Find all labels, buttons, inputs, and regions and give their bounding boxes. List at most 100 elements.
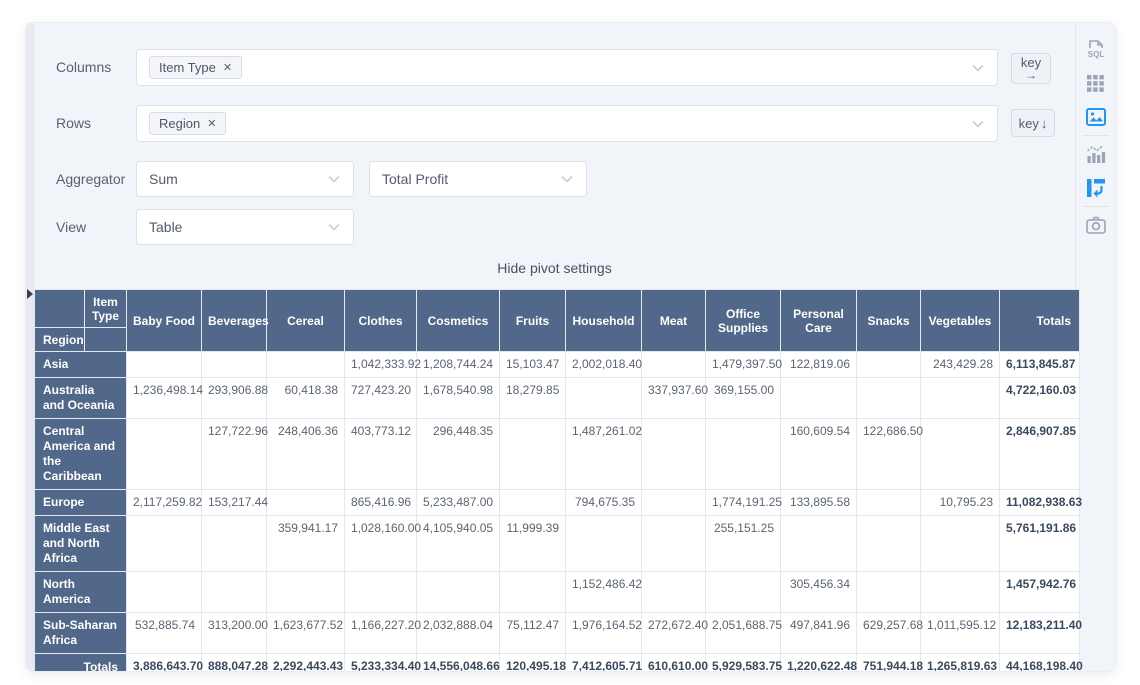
column-total-cell: 14,556,048.66 bbox=[417, 654, 500, 673]
corner-blank-cell bbox=[35, 290, 85, 328]
value-cell bbox=[500, 572, 566, 613]
value-cell bbox=[921, 378, 1000, 419]
value-cell: 1,042,333.92 bbox=[345, 352, 417, 378]
panel-splitter[interactable] bbox=[26, 23, 34, 671]
value-cell: 1,236,498.14 bbox=[127, 378, 202, 419]
remove-tag-icon[interactable]: ✕ bbox=[223, 61, 232, 74]
value-cell: 122,819.06 bbox=[781, 352, 857, 378]
value-cell: 5,233,487.00 bbox=[417, 490, 500, 516]
value-cell bbox=[127, 516, 202, 572]
row-total-cell: 4,722,160.03 bbox=[1000, 378, 1080, 419]
table-row: Australia and Oceania1,236,498.14293,906… bbox=[35, 378, 1080, 419]
value-cell: 255,151.25 bbox=[706, 516, 781, 572]
visualization-editor-card: Columns Item Type ✕ key → Rows Region ✕ bbox=[25, 22, 1116, 672]
svg-text:SQL: SQL bbox=[1087, 50, 1104, 59]
column-total-cell: 751,944.18 bbox=[857, 654, 921, 673]
grand-total-cell: 44,168,198.40 bbox=[1000, 654, 1080, 673]
value-cell bbox=[500, 490, 566, 516]
camera-icon[interactable] bbox=[1083, 212, 1109, 238]
column-total-cell: 1,220,622.48 bbox=[781, 654, 857, 673]
value-cell: 10,795.23 bbox=[921, 490, 1000, 516]
value-cell bbox=[857, 378, 921, 419]
combo-chart-icon[interactable] bbox=[1083, 141, 1109, 167]
pivot-table: Item TypeBaby FoodBeveragesCerealClothes… bbox=[34, 289, 1080, 672]
row-header-middle-east-and-north-africa: Middle East and North Africa bbox=[35, 516, 127, 572]
aggregator-select[interactable]: Sum bbox=[136, 161, 354, 197]
value-cell bbox=[857, 352, 921, 378]
column-order-button[interactable]: key → bbox=[1011, 53, 1051, 84]
corner-blank-cell bbox=[85, 328, 127, 352]
hide-pivot-settings-link[interactable]: Hide pivot settings bbox=[34, 260, 1075, 276]
value-cell: 60,418.38 bbox=[267, 378, 345, 419]
value-cell bbox=[345, 572, 417, 613]
column-total-cell: 5,929,583.75 bbox=[706, 654, 781, 673]
row-total-cell: 6,113,845.87 bbox=[1000, 352, 1080, 378]
value-cell: 293,906.88 bbox=[202, 378, 267, 419]
value-cell: 532,885.74 bbox=[127, 613, 202, 654]
pivot-settings-panel: Columns Item Type ✕ key → Rows Region ✕ bbox=[34, 23, 1075, 671]
column-total-cell: 610,610.00 bbox=[642, 654, 706, 673]
table-row: North America1,152,486.42305,456.341,457… bbox=[35, 572, 1080, 613]
column-header-personal-care: Personal Care bbox=[781, 290, 857, 352]
view-label: View bbox=[56, 219, 86, 235]
chevron-down-icon bbox=[972, 64, 984, 72]
column-header-vegetables: Vegetables bbox=[921, 290, 1000, 352]
row-total-cell: 11,082,938.63 bbox=[1000, 490, 1080, 516]
image-icon[interactable] bbox=[1083, 104, 1109, 130]
tag-label: Item Type bbox=[159, 60, 216, 75]
value-cell bbox=[781, 516, 857, 572]
rows-label: Rows bbox=[56, 115, 91, 131]
row-total-cell: 12,183,211.40 bbox=[1000, 613, 1080, 654]
row-axis-label[interactable]: Region bbox=[35, 328, 85, 352]
value-cell: 1,479,397.50 bbox=[706, 352, 781, 378]
value-cell: 403,773.12 bbox=[345, 419, 417, 490]
tag-label: Region bbox=[159, 116, 200, 131]
column-total-cell: 2,292,443.43 bbox=[267, 654, 345, 673]
value-cell bbox=[267, 572, 345, 613]
value-cell bbox=[202, 516, 267, 572]
chevron-down-icon bbox=[972, 120, 984, 128]
totals-row: Totals3,886,643.70888,047.282,292,443.43… bbox=[35, 654, 1080, 673]
value-cell bbox=[202, 352, 267, 378]
value-cell: 629,257.68 bbox=[857, 613, 921, 654]
table-grid-icon[interactable] bbox=[1083, 70, 1109, 96]
value-cell: 1,623,677.52 bbox=[267, 613, 345, 654]
value-cell: 359,941.17 bbox=[267, 516, 345, 572]
expand-panel-arrow[interactable] bbox=[27, 289, 33, 299]
column-header-office-supplies: Office Supplies bbox=[706, 290, 781, 352]
value-cell bbox=[706, 419, 781, 490]
column-header-snacks: Snacks bbox=[857, 290, 921, 352]
row-order-button[interactable]: key ↓ bbox=[1011, 109, 1055, 137]
value-cell bbox=[127, 352, 202, 378]
value-cell: 18,279.85 bbox=[500, 378, 566, 419]
aggregator-value: Sum bbox=[149, 171, 178, 187]
columns-tag-item-type[interactable]: Item Type ✕ bbox=[149, 56, 242, 79]
rows-tag-region[interactable]: Region ✕ bbox=[149, 112, 226, 135]
value-cell: 15,103.47 bbox=[500, 352, 566, 378]
remove-tag-icon[interactable]: ✕ bbox=[207, 117, 216, 130]
pivot-icon[interactable] bbox=[1083, 175, 1109, 201]
sql-icon[interactable]: SQL bbox=[1083, 36, 1109, 62]
view-select[interactable]: Table bbox=[136, 209, 354, 245]
value-cell: 313,200.00 bbox=[202, 613, 267, 654]
value-cell bbox=[706, 572, 781, 613]
key-label: key bbox=[1019, 116, 1039, 131]
aggregator-label: Aggregator bbox=[56, 171, 125, 187]
columns-label: Columns bbox=[56, 59, 111, 75]
value-cell: 1,011,595.12 bbox=[921, 613, 1000, 654]
view-value: Table bbox=[149, 219, 182, 235]
rows-select[interactable]: Region ✕ bbox=[136, 105, 998, 142]
column-axis-label[interactable]: Item Type bbox=[85, 290, 127, 328]
table-row: Sub-Saharan Africa532,885.74313,200.001,… bbox=[35, 613, 1080, 654]
value-cell bbox=[857, 572, 921, 613]
value-cell bbox=[921, 516, 1000, 572]
aggregator-field-select[interactable]: Total Profit bbox=[369, 161, 587, 197]
value-cell: 1,976,164.52 bbox=[566, 613, 642, 654]
column-total-cell: 5,233,334.40 bbox=[345, 654, 417, 673]
chevron-down-icon bbox=[328, 223, 340, 231]
columns-select[interactable]: Item Type ✕ bbox=[136, 49, 998, 86]
arrow-right-glyph: → bbox=[1025, 69, 1037, 81]
value-cell: 153,217.44 bbox=[202, 490, 267, 516]
value-cell bbox=[127, 419, 202, 490]
column-header-beverages: Beverages bbox=[202, 290, 267, 352]
